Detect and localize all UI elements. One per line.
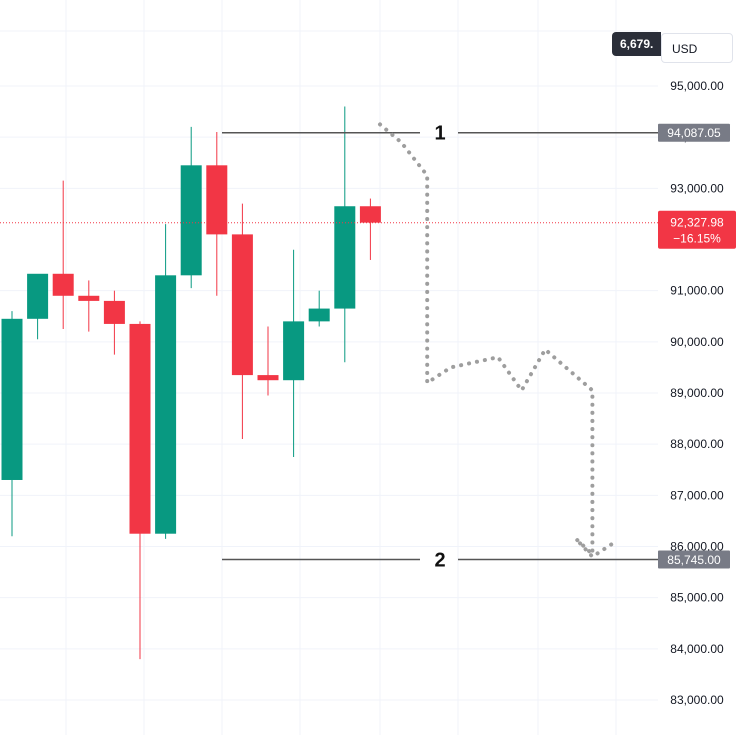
level-label-2: 2	[434, 550, 445, 572]
level-badge-2	[658, 550, 730, 569]
candle-down	[231, 234, 253, 376]
candle-up	[283, 321, 305, 381]
candlesticks	[0, 106, 658, 660]
y-tick-label: 91,000.00	[670, 284, 724, 298]
price-badge-change: −16.15%	[673, 232, 721, 246]
candle-down	[206, 165, 228, 235]
price-badge-value: 92,327.98	[670, 216, 724, 230]
level-badge-1	[658, 123, 730, 142]
y-tick-label: 93,000.00	[670, 181, 724, 195]
candle-up	[308, 308, 330, 322]
y-tick-label: 89,000.00	[670, 386, 724, 400]
y-tick-label: 83,000.00	[670, 693, 724, 707]
candle-up	[1, 318, 23, 480]
candle-down	[103, 300, 125, 324]
candle-up	[180, 165, 202, 276]
y-tick-label: 87,000.00	[670, 488, 724, 502]
axis-badges: 94,087.05 85,745.00 92,327.98 −16.15%	[658, 123, 736, 569]
price-axis[interactable]: 95,000.0094,000.0093,000.0090,000.0089,0…	[670, 79, 724, 707]
top-value-badge: 6,679.	[612, 32, 661, 56]
candle-down	[257, 375, 279, 381]
projection-path	[378, 122, 618, 559]
grid-lines	[0, 0, 658, 735]
candle-down	[78, 295, 100, 301]
candle-down	[52, 273, 74, 296]
level-badge-value-1: 94,087.05	[667, 126, 721, 140]
y-tick-label: 95,000.00	[670, 79, 724, 93]
level-badge-value-2: 85,745.00	[667, 553, 721, 567]
y-tick-label: 88,000.00	[670, 437, 724, 451]
projection-polyline	[378, 122, 618, 559]
candle-up	[27, 273, 49, 319]
candle-down	[359, 206, 381, 223]
y-tick-label: 85,000.00	[670, 591, 724, 605]
y-tick-label: 86,000.00	[670, 540, 724, 554]
level-label-1: 1	[434, 123, 445, 145]
price-badge	[658, 210, 736, 249]
currency-button[interactable]: USD	[661, 33, 733, 63]
candle-up	[155, 275, 177, 534]
candle-down	[129, 323, 151, 534]
horizontal-levels: 12	[222, 123, 658, 572]
y-tick-label: 90,000.00	[670, 335, 724, 349]
y-tick-label: 84,000.00	[670, 642, 724, 656]
candle-up	[334, 206, 356, 309]
